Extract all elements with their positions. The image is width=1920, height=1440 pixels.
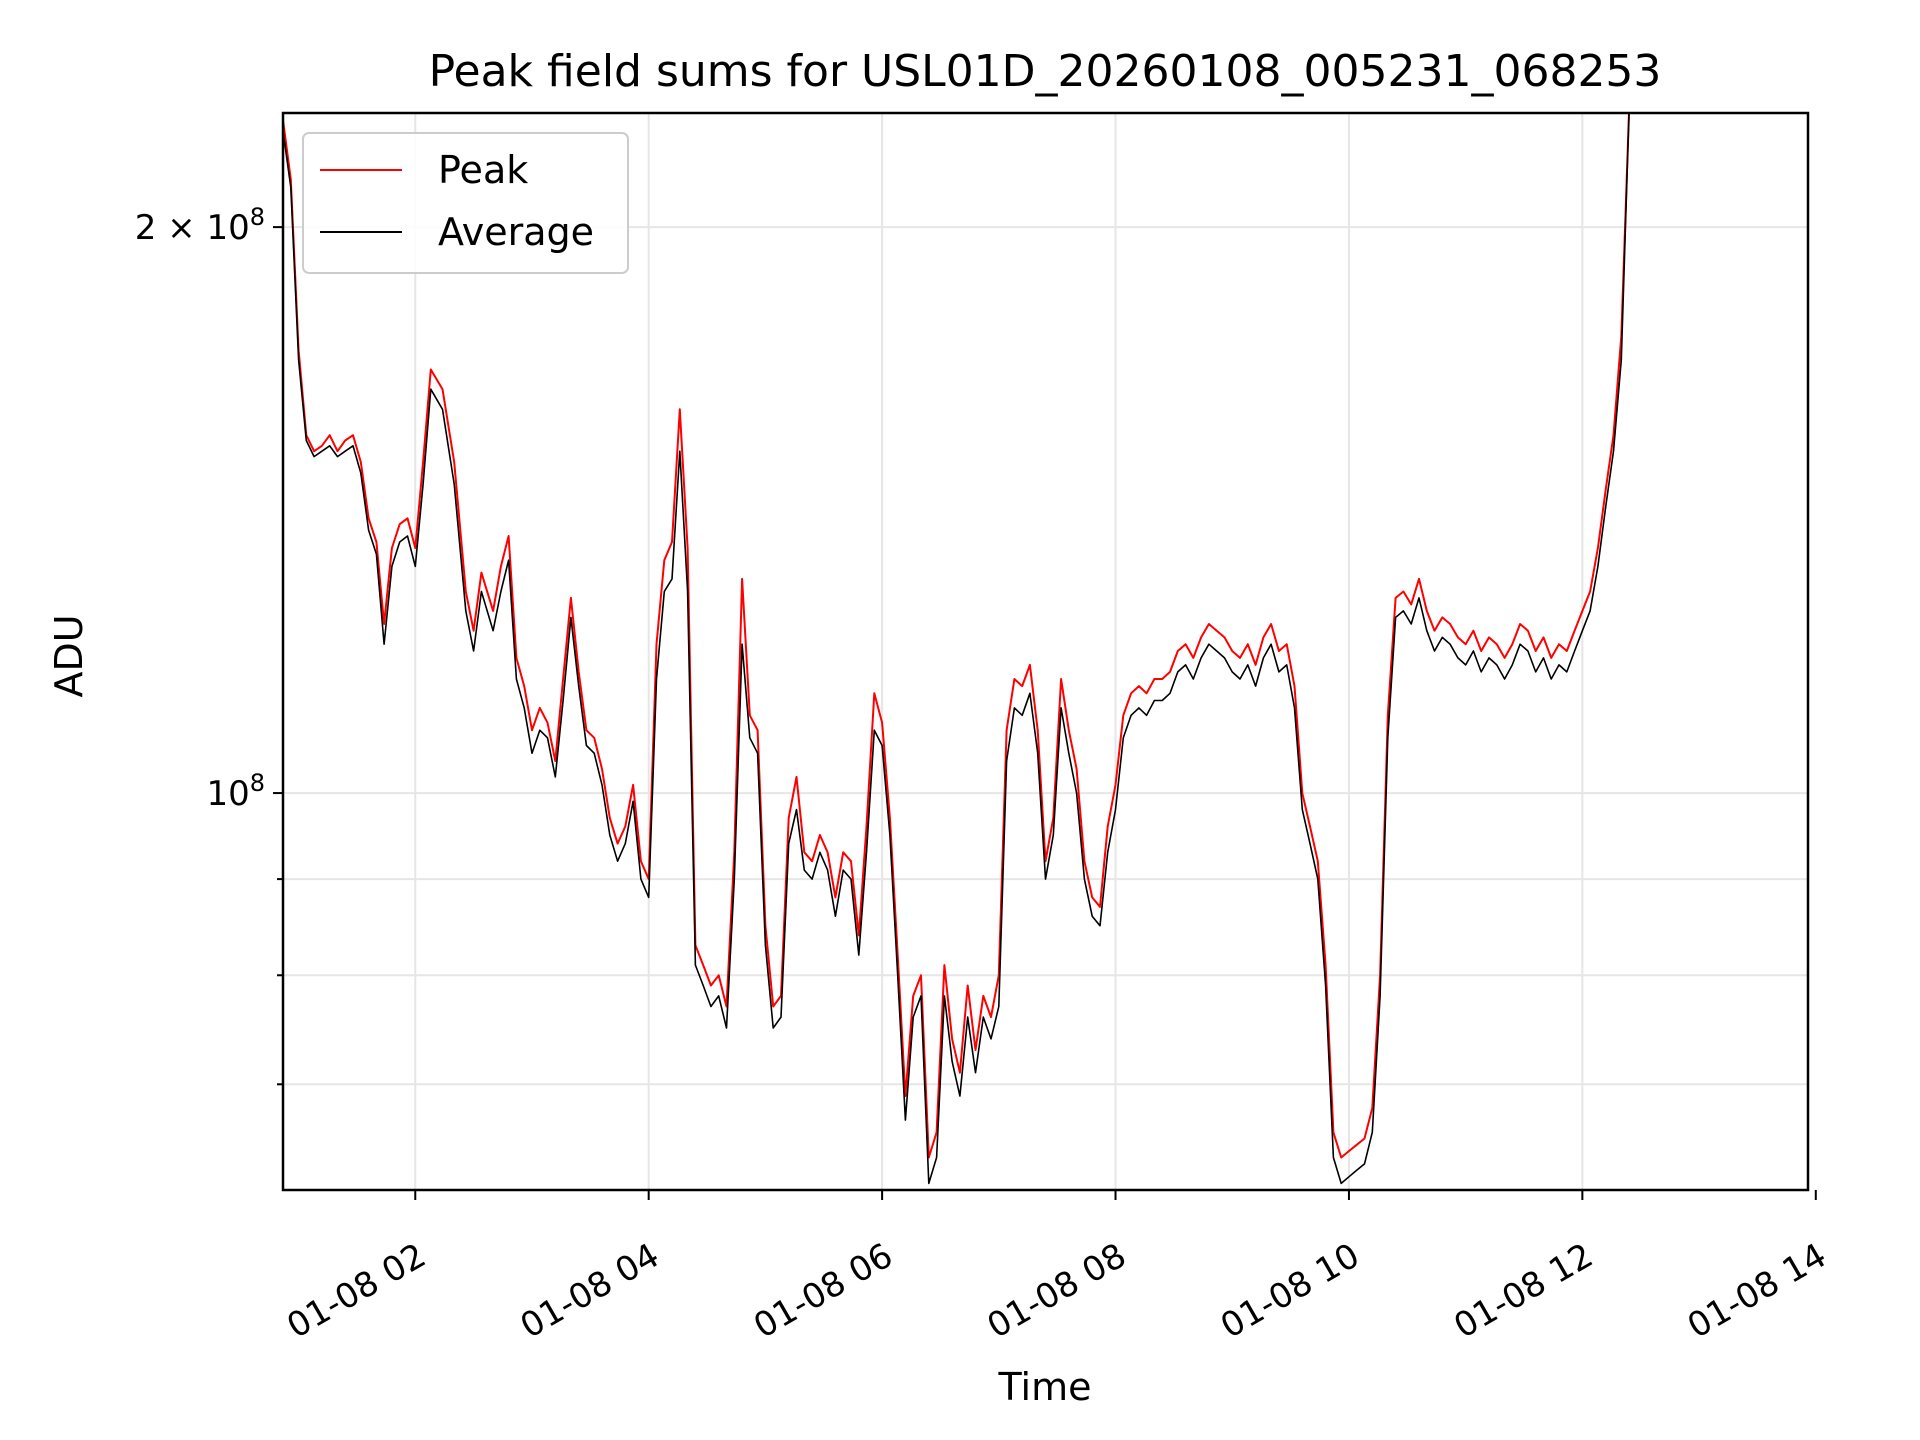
chart-title: Peak field sums for USL01D_20260108_0052… [429,46,1662,97]
x-tick-label: 01-08 10 [1214,1236,1366,1347]
x-tick-label: 01-08 02 [280,1236,432,1347]
series-layer [283,113,1731,1185]
x-axis-ticks: 01-08 02 01-08 04 01-08 06 01-08 08 01-08 10… [280,1190,1833,1347]
legend-box [302,132,629,274]
y-tick-label: 2 × 108 [135,203,265,248]
x-tick-label: 01-08 04 [514,1236,666,1347]
grid [283,113,1808,1190]
y-tick-label: 108 [206,769,265,814]
x-tick-label: 01-08 14 [1681,1236,1833,1347]
x-axis-label: Time [998,1365,1092,1409]
legend: Peak Average [302,132,629,274]
series-line-average [283,113,1731,1185]
x-tick-label: 01-08 08 [981,1236,1133,1347]
x-tick-label: 01-08 06 [747,1236,899,1347]
y-axis-label: ADU [47,614,91,697]
plot-frame [281,111,1810,1192]
legend-label-average: Average [438,210,594,254]
legend-label-peak: Peak [438,148,528,192]
x-tick-label: 01-08 12 [1447,1236,1599,1347]
y-axis-ticks: 108 2 × 108 [135,203,283,1086]
series-line-peak [283,113,1731,1159]
